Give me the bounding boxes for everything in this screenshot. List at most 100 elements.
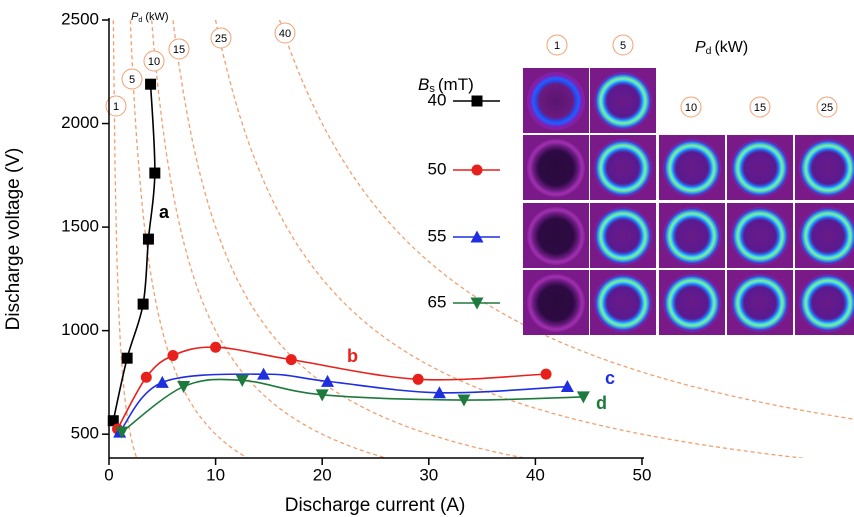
legend-label: 55 <box>428 226 447 245</box>
y-tick-label: 1000 <box>61 320 99 339</box>
x-tick-label: 0 <box>104 465 113 484</box>
power-label: 25 <box>215 33 227 45</box>
column-badge <box>816 96 838 118</box>
column-badge <box>612 34 634 56</box>
y-tick-label: 500 <box>71 424 99 443</box>
marker <box>432 386 446 399</box>
marker <box>149 167 161 179</box>
marker <box>560 380 574 393</box>
x-tick-label: 50 <box>633 465 652 484</box>
power-badge <box>274 22 296 44</box>
marker <box>155 375 169 388</box>
plasma-ring <box>527 274 585 332</box>
plasma-ring <box>799 207 854 265</box>
plasma-ring <box>663 207 721 265</box>
x-tick-label: 30 <box>419 465 438 484</box>
marker <box>167 349 179 361</box>
symbol: P <box>695 39 706 56</box>
marker <box>107 415 119 427</box>
power-badge <box>143 50 165 72</box>
subscript: s <box>429 83 435 95</box>
plasma-ring <box>527 139 585 197</box>
plasma-ring <box>799 139 854 197</box>
power-badge <box>121 68 143 90</box>
marker <box>137 298 149 310</box>
marker <box>145 78 157 90</box>
curve-label: d <box>596 393 607 413</box>
marker <box>235 374 249 387</box>
plasma-ring <box>594 139 652 197</box>
series-line <box>112 84 156 421</box>
plasma-ring <box>594 274 652 332</box>
subscript: d <box>706 46 712 57</box>
marker <box>321 374 335 387</box>
x-tick-label: 20 <box>313 465 332 484</box>
curve-label: b <box>347 346 358 366</box>
legend-label: 65 <box>428 292 447 311</box>
power-badge <box>210 27 232 49</box>
marker <box>315 389 329 402</box>
power-curve <box>172 20 528 458</box>
column-label: 5 <box>620 40 626 52</box>
power-badge <box>168 38 190 60</box>
power-curve <box>214 20 808 458</box>
plasma-ring <box>731 139 789 197</box>
power-label: 15 <box>173 44 185 56</box>
power-curves <box>112 20 854 458</box>
marker <box>257 367 271 380</box>
plasma-ring <box>731 207 789 265</box>
symbol: P <box>131 11 139 23</box>
subscript: d <box>138 16 142 24</box>
power-label: 40 <box>279 28 291 40</box>
symbol: B <box>418 75 429 94</box>
marker <box>540 368 552 380</box>
marker <box>140 371 152 383</box>
marker <box>142 233 154 245</box>
column-label: 15 <box>754 102 766 114</box>
column-badge <box>680 96 702 118</box>
power-label: 1 <box>113 101 119 113</box>
plasma-ring <box>527 207 585 265</box>
power-label: 5 <box>129 74 135 86</box>
legend-title: Bs (mT) <box>418 75 474 94</box>
legend-label: 50 <box>428 159 447 178</box>
plasma-ring <box>799 274 854 332</box>
column-label: 10 <box>685 102 697 114</box>
marker <box>470 230 484 243</box>
unit: (kW) <box>714 39 748 56</box>
x-axis-label: Discharge current (A) <box>285 495 466 516</box>
y-tick-label: 1500 <box>61 217 99 236</box>
power-label: 10 <box>148 56 160 68</box>
plasma-ring <box>663 274 721 332</box>
marker <box>210 341 222 353</box>
x-tick-label: 10 <box>206 465 225 484</box>
marker <box>177 381 191 394</box>
y-axis-label: Discharge voltage (V) <box>3 148 24 331</box>
plasma-ring <box>731 274 789 332</box>
y-tick-label: 2500 <box>61 9 99 28</box>
series-line <box>121 378 584 433</box>
marker <box>471 95 483 107</box>
inset-title: Pd (kW) <box>695 39 748 57</box>
y-tick-label: 2000 <box>61 113 99 132</box>
column-badge <box>546 34 568 56</box>
marker <box>412 373 424 385</box>
unit: (kW) <box>145 11 168 23</box>
marker <box>121 352 133 364</box>
plasma-ring <box>594 207 652 265</box>
marker <box>115 426 129 439</box>
marker <box>576 391 590 404</box>
column-label: 25 <box>821 102 833 114</box>
plasma-ring <box>594 72 652 130</box>
power-title: Pd (kW) <box>131 11 169 24</box>
marker <box>470 297 484 310</box>
plasma-ring <box>527 72 585 130</box>
column-label: 1 <box>554 40 560 52</box>
unit: (mT) <box>438 75 474 94</box>
plasma-ring <box>663 139 721 197</box>
marker <box>285 354 297 366</box>
x-tick-label: 40 <box>526 465 545 484</box>
